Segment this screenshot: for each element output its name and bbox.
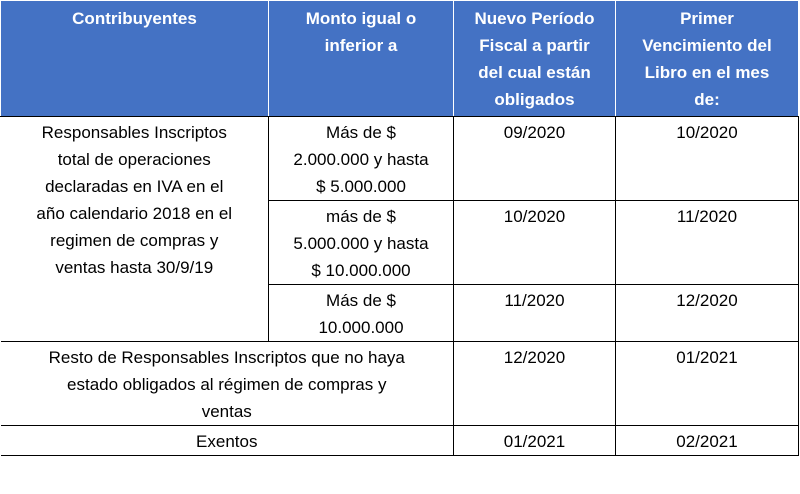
vencimiento-cell: 02/2021: [615, 425, 799, 456]
vencimiento-cell: 01/2021: [615, 341, 799, 426]
periodo-cell: 01/2021: [453, 425, 616, 456]
periodo-cell: 09/2020: [453, 116, 616, 201]
vencimiento-cell: 12/2020: [615, 284, 799, 342]
obligations-table: Contribuyentes Monto igual o inferior a …: [0, 0, 799, 456]
header-row: Contribuyentes Monto igual o inferior a …: [0, 0, 799, 117]
group-label-cell: Responsables Inscriptos total de operaci…: [0, 116, 269, 342]
exentos-label-cell: Exentos: [0, 425, 454, 456]
monto-cell: Más de $ 2.000.000 y hasta $ 5.000.000: [268, 116, 454, 201]
vencimiento-cell: 11/2020: [615, 200, 799, 285]
table-row: Más de $ 10.000.000 11/2020 12/2020: [1, 284, 799, 342]
header-periodo: Nuevo Período Fiscal a partir del cual e…: [453, 0, 616, 117]
vencimiento-cell: 10/2020: [615, 116, 799, 201]
table-row: Resto de Responsables Inscriptos que no …: [0, 341, 799, 426]
periodo-cell: 10/2020: [453, 200, 616, 285]
resto-label-cell: Resto de Responsables Inscriptos que no …: [0, 341, 454, 426]
header-contribuyentes: Contribuyentes: [0, 0, 269, 117]
periodo-cell: 11/2020: [453, 284, 616, 342]
table-row: más de $ 5.000.000 y hasta $ 10.000.000 …: [1, 200, 799, 285]
table-row: Exentos 01/2021 02/2021: [0, 425, 799, 456]
monto-cell: más de $ 5.000.000 y hasta $ 10.000.000: [268, 200, 454, 285]
table-row: Responsables Inscriptos total de operaci…: [0, 116, 799, 342]
monto-cell: Más de $ 10.000.000: [268, 284, 454, 342]
header-monto: Monto igual o inferior a: [268, 0, 454, 117]
header-vencimiento: Primer Vencimiento del Libro en el mes d…: [615, 0, 799, 117]
periodo-cell: 12/2020: [453, 341, 616, 426]
